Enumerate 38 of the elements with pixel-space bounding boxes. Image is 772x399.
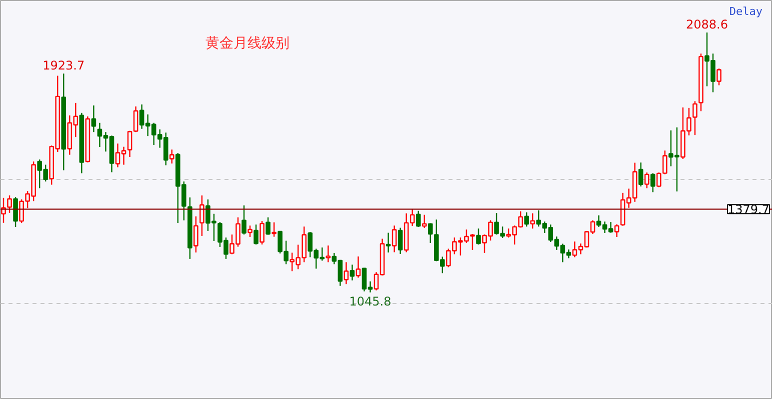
candlestick [614,224,620,238]
candlestick [692,100,698,136]
text: 黄金月线级别 [206,36,290,52]
candlestick [326,244,331,263]
candlestick [13,196,18,228]
candlestick [530,212,536,230]
annotation: 1923.7 [42,58,85,73]
candlestick [169,148,174,164]
candlestick [356,256,361,278]
candlestick [398,227,403,255]
candlestick [91,104,96,133]
candlestick [272,222,276,238]
candlestick [386,232,391,254]
ref-line-label: 1379.7 [728,202,770,217]
candlestick [344,262,349,285]
candlestick [194,216,198,254]
candlestick [416,210,421,228]
candlestick [524,212,529,228]
candlestick [638,162,644,188]
candlestick [476,228,481,246]
candlestick [200,194,204,237]
candlestick [470,233,475,251]
candlestick [650,172,656,193]
candlestick [242,204,246,236]
candlestick [248,224,252,238]
candlestick [392,224,397,253]
candlestick [644,172,650,189]
annotation: 2088.6 [686,18,728,32]
candlestick [7,194,12,214]
candlestick [260,220,264,246]
candlestick [266,216,270,236]
candlestick [716,68,722,86]
candlestick [254,224,258,246]
candlestick [350,264,355,281]
candlestick [422,214,427,229]
candlestick [428,222,433,244]
annotation: 1045.8 [349,294,392,308]
text: Delay [729,5,763,18]
